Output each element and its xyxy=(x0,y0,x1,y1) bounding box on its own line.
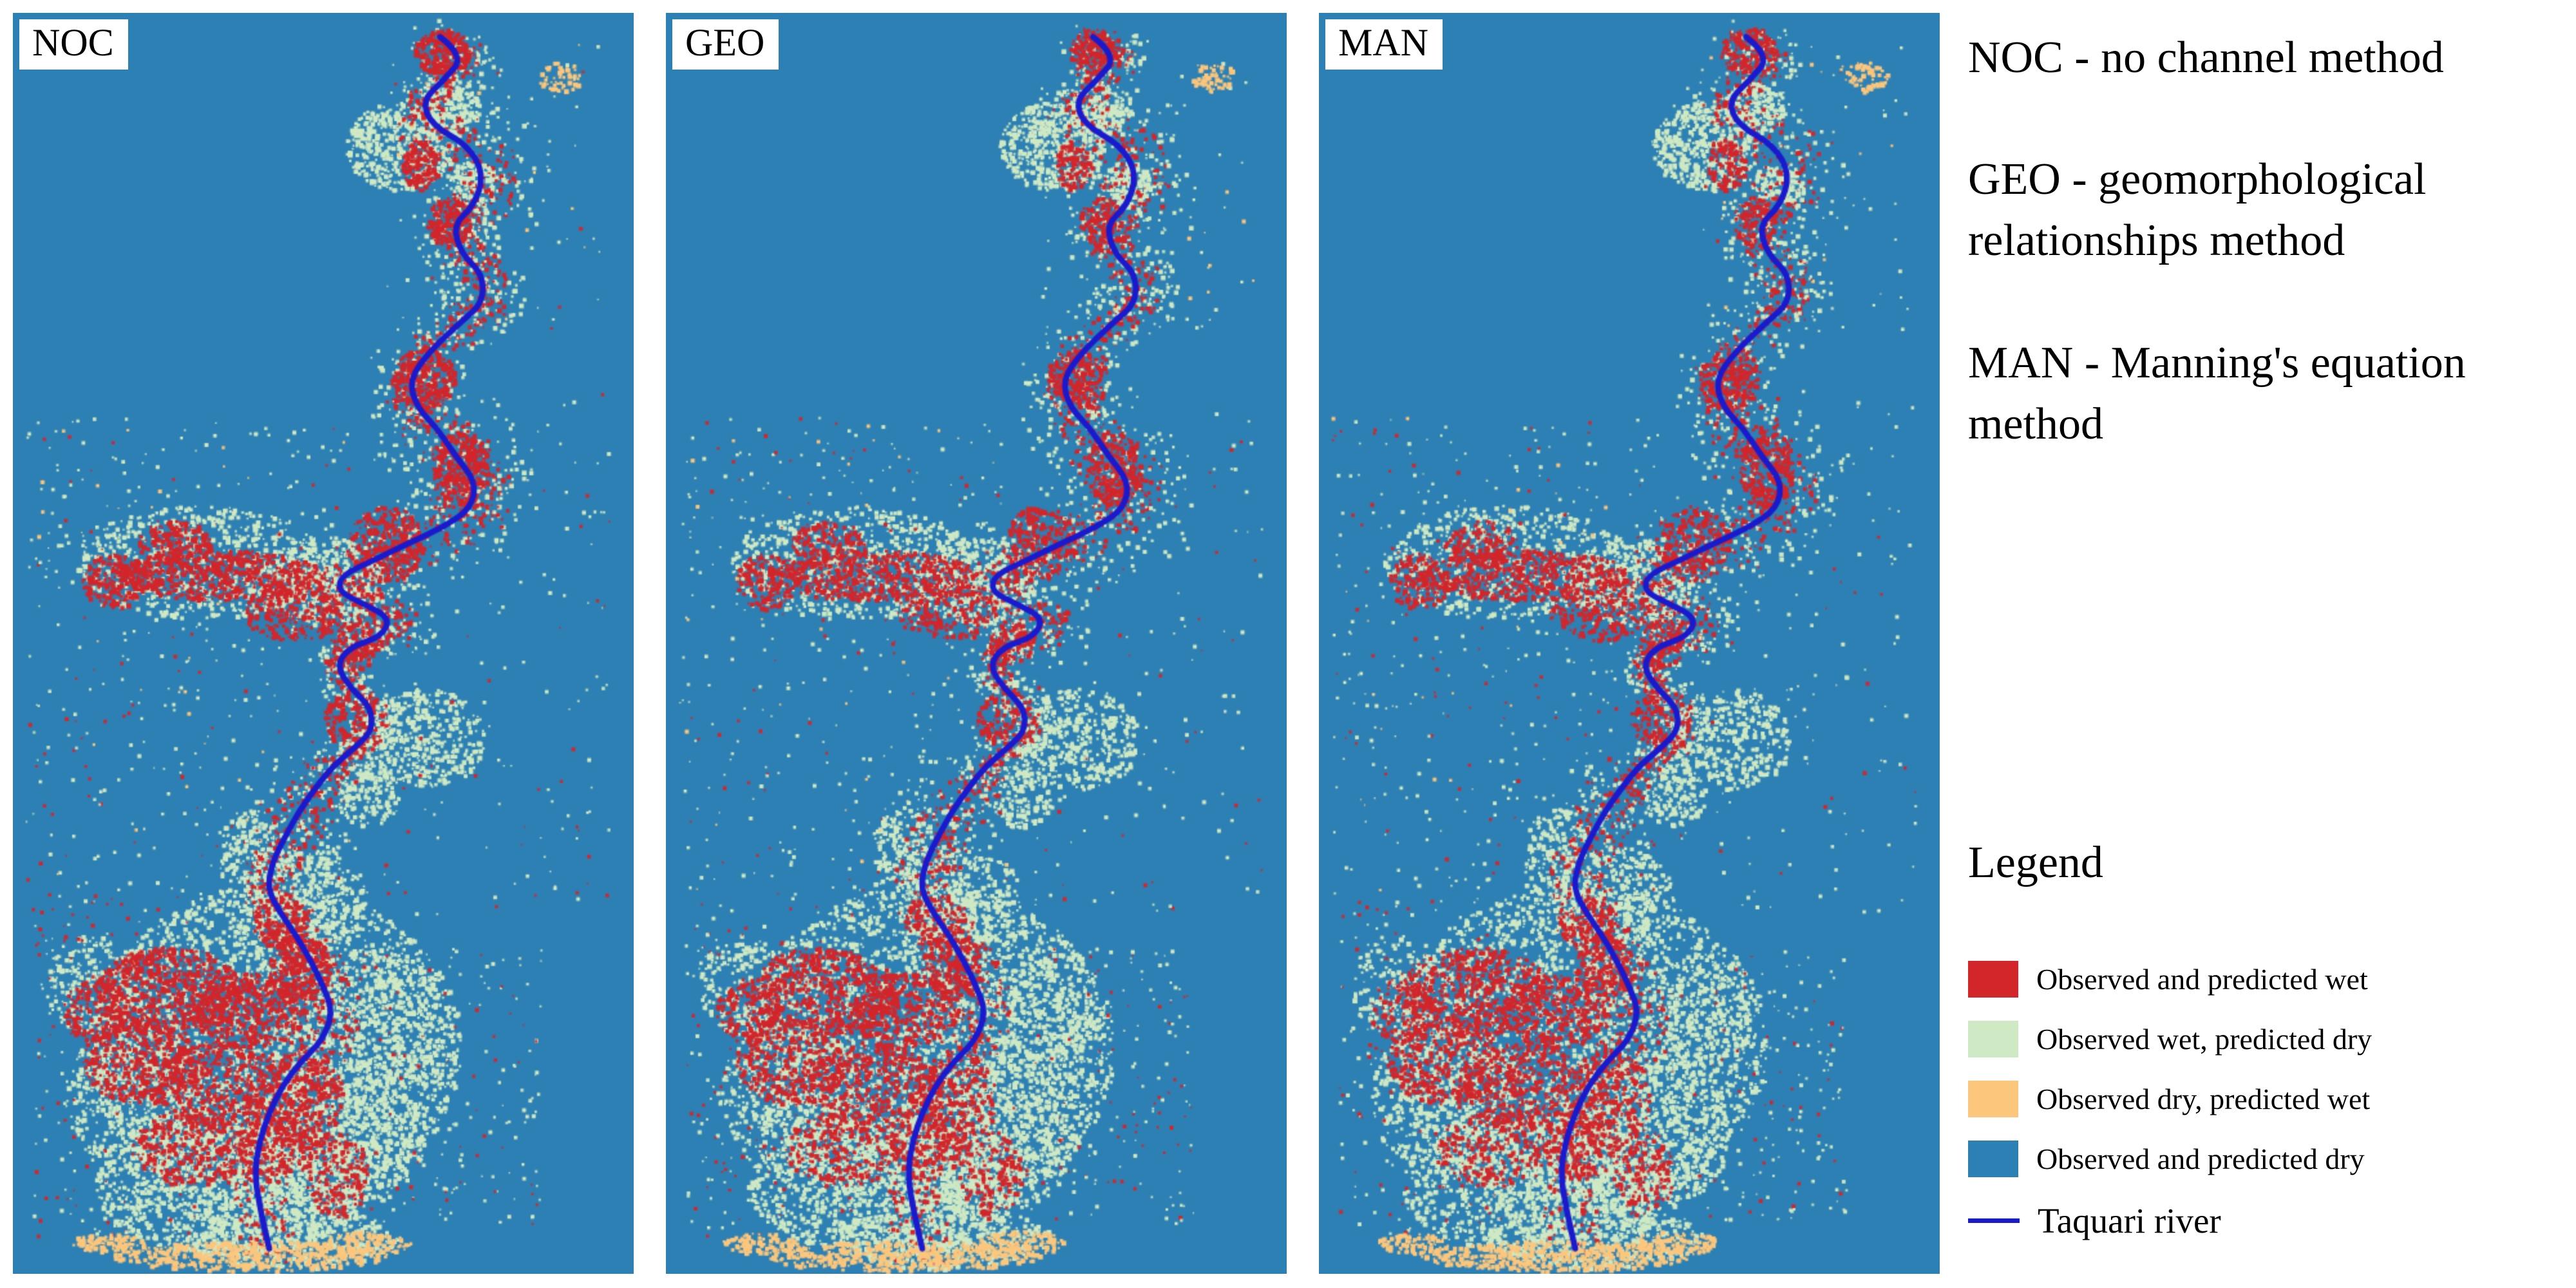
flood-map-noc xyxy=(13,13,634,1274)
legend-title: Legend xyxy=(1968,838,2103,887)
legend-swatch-observed-predicted-wet xyxy=(1968,961,2018,998)
method-description-geo: GEO - geomorphological relationships met… xyxy=(1968,155,2427,266)
legend-label-observed-predicted-dry: Observed and predicted dry xyxy=(2036,1142,2365,1175)
panel-label-noc: NOC xyxy=(19,19,128,70)
legend-swatch-observed-wet-predicted-dry xyxy=(1968,1021,2018,1057)
map-panels: NOC GEO MAN xyxy=(13,13,1940,1274)
legend-item-observed-dry-predicted-wet: Observed dry, predicted wet xyxy=(1968,1081,2372,1117)
legend-item-observed-predicted-dry: Observed and predicted dry xyxy=(1968,1141,2372,1177)
legend-item-observed-wet-predicted-dry: Observed wet, predicted dry xyxy=(1968,1021,2372,1057)
legend-label-taquari-river: Taquari river xyxy=(2038,1201,2221,1240)
legend-item-taquari-river: Taquari river xyxy=(1968,1200,2372,1241)
flood-map-man xyxy=(1319,13,1940,1274)
map-panel-noc: NOC xyxy=(13,13,634,1274)
map-panel-geo: GEO xyxy=(666,13,1287,1274)
taquari-river-line-icon xyxy=(1968,1218,2020,1223)
legend-label-observed-predicted-wet: Observed and predicted wet xyxy=(2036,963,2368,996)
legend-label-observed-dry-predicted-wet: Observed dry, predicted wet xyxy=(2036,1083,2371,1115)
panel-label-geo: GEO xyxy=(672,19,779,70)
legend-swatch-observed-dry-predicted-wet xyxy=(1968,1081,2018,1117)
method-description-man: MAN - Manning's equation method xyxy=(1968,337,2466,449)
flood-map-geo xyxy=(666,13,1287,1274)
method-description-noc: NOC - no channel method xyxy=(1968,33,2444,82)
legend-label-observed-wet-predicted-dry: Observed wet, predicted dry xyxy=(2036,1023,2372,1056)
legend: Observed and predicted wet Observed wet,… xyxy=(1968,961,2372,1264)
panel-label-man: MAN xyxy=(1325,19,1443,70)
legend-swatch-observed-predicted-dry xyxy=(1968,1141,2018,1177)
map-panel-man: MAN xyxy=(1319,13,1940,1274)
right-column: NOC - no channel method GEO - geomorphol… xyxy=(1940,0,2576,1288)
legend-item-observed-predicted-wet: Observed and predicted wet xyxy=(1968,961,2372,998)
